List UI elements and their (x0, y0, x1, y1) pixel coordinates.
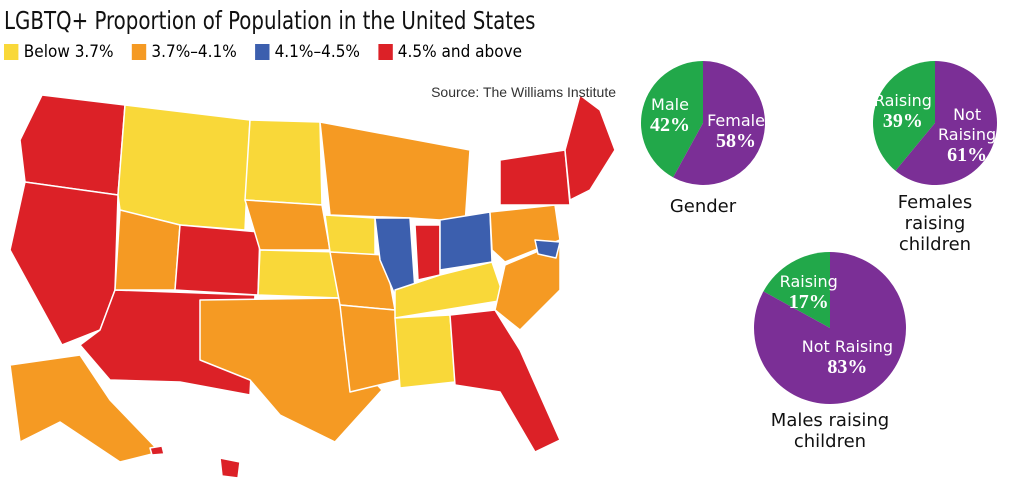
state-region (414, 224, 441, 281)
slice-name: Female (707, 111, 765, 131)
slice-value: 39% (882, 110, 923, 133)
map-title: LGBTQ+ Proportion of Population in the U… (4, 6, 536, 35)
state-region (319, 121, 471, 226)
pie-slice (895, 61, 998, 185)
slice-label: Male 42% (639, 95, 701, 135)
pie-slice (872, 61, 935, 171)
state-region (257, 249, 341, 299)
state-region (394, 261, 506, 319)
pie-slice (763, 251, 830, 328)
state-region (494, 241, 561, 331)
state-region (9, 181, 119, 346)
source-note: Source: The Williams Institute (431, 84, 616, 100)
legend-item: 3.7%–4.1% (131, 42, 237, 62)
state-region (117, 104, 251, 231)
state-region (339, 304, 401, 393)
pie-slice (753, 252, 907, 404)
state-region (174, 224, 261, 296)
state-region (564, 94, 616, 201)
slice-label: Raising 39% (872, 91, 934, 131)
slice-value: 17% (788, 291, 829, 314)
state-region (534, 239, 561, 259)
pie-caption: Males raising children (770, 410, 890, 452)
pie-caption: Gender (669, 196, 737, 217)
slice-label: Not Raising 61% (936, 105, 998, 165)
slice-value: 83% (827, 356, 868, 379)
pie-slice (640, 61, 703, 178)
legend: Below 3.7% 3.7%–4.1% 4.1%–4.5% 4.5% and abo… (4, 42, 522, 62)
slice-name: Raising (873, 91, 932, 111)
legend-label: 4.1%–4.5% (274, 42, 360, 62)
slice-name: Raising (779, 272, 838, 292)
slice-name: Male (651, 94, 689, 114)
legend-swatch (131, 44, 146, 60)
us-map (9, 94, 616, 479)
slice-label: Raising 17% (778, 272, 840, 312)
state-region (394, 314, 456, 389)
legend-swatch (254, 44, 270, 60)
state-region (499, 149, 571, 206)
legend-label: Below 3.7% (23, 42, 114, 62)
state-region (19, 94, 126, 196)
state-region (9, 354, 161, 463)
state-region (324, 214, 376, 256)
slice-label: Not Raising 83% (792, 337, 902, 377)
state-region (449, 309, 561, 453)
legend-item: 4.1%–4.5% (254, 42, 360, 62)
state-region (149, 445, 165, 456)
legend-swatch (4, 44, 19, 60)
slice-value: 42% (649, 113, 690, 136)
slice-name: Not Raising (938, 104, 997, 144)
legend-label: 3.7%–4.1% (151, 42, 237, 62)
state-region (244, 199, 331, 251)
state-region (439, 211, 493, 271)
state-region (114, 209, 181, 291)
slice-value: 58% (716, 130, 757, 153)
slice-value: 61% (947, 143, 988, 166)
pie-slice (673, 61, 765, 185)
legend-item: 4.5% and above (377, 42, 523, 62)
slice-label: Female 58% (705, 111, 767, 151)
slice-name: Not Raising (801, 337, 894, 357)
legend-swatch (377, 44, 393, 60)
legend-item: Below 3.7% (4, 42, 114, 62)
pie-caption: Females raising children (897, 192, 973, 255)
state-region (244, 119, 323, 206)
legend-label: 4.5% and above (397, 42, 523, 62)
state-region (219, 457, 241, 479)
state-region (489, 204, 561, 263)
